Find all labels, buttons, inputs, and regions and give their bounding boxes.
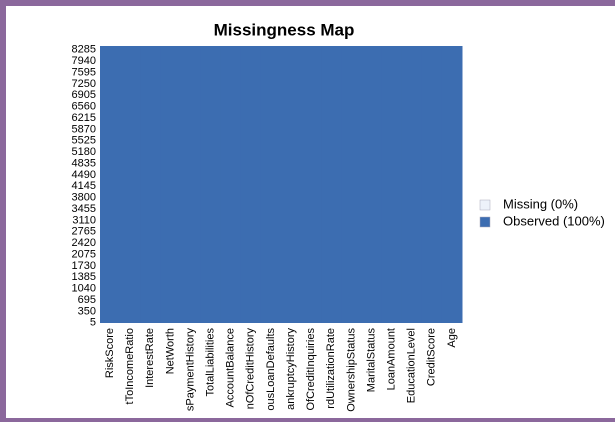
x-tick-label: InterestRate	[144, 328, 156, 388]
legend-label: Observed (100%)	[503, 213, 605, 228]
y-tick-label: 1730	[72, 260, 96, 272]
cell	[200, 46, 222, 323]
legend-label: Missing (0%)	[503, 196, 578, 211]
x-tick-label: RiskScore	[104, 328, 116, 378]
cell	[361, 46, 383, 323]
cell	[140, 46, 161, 323]
x-tick-label: AccountBalance	[225, 328, 237, 408]
y-tick-label: 4490	[72, 169, 96, 181]
x-tick-label: rdUtilizationRate	[325, 328, 337, 409]
x-tick-label: sPaymentHistory	[184, 328, 196, 412]
x-tick-label: OwnershipStatus	[345, 328, 357, 412]
x-tick-label: OfCreditInquiries	[305, 328, 317, 411]
y-tick-label: 6905	[72, 89, 96, 101]
y-tick-label: 2765	[72, 226, 96, 238]
x-tick-label: TotalLiabilities	[205, 328, 217, 397]
y-tick-label: 695	[78, 294, 96, 306]
x-tick-label: Age	[446, 328, 458, 348]
cell	[240, 46, 262, 323]
y-tick-label: 350	[78, 305, 96, 317]
legend-swatch	[479, 216, 491, 228]
y-tick-label: 1385	[72, 271, 96, 283]
cell	[321, 46, 342, 323]
cell	[441, 46, 463, 323]
y-tick-label: 3455	[72, 203, 96, 215]
cell	[381, 46, 403, 323]
y-tick-label: 5525	[72, 135, 96, 147]
cell	[120, 46, 141, 323]
x-tick-label: LoanAmount	[386, 328, 398, 390]
x-tick-label: EducationLevel	[406, 328, 418, 403]
cell	[260, 46, 282, 323]
x-tick-label: ousLoanDefaults	[265, 328, 277, 411]
y-tick-label: 3110	[72, 214, 96, 226]
cell	[100, 46, 121, 323]
cell	[160, 46, 181, 323]
y-tick-label: 4145	[72, 180, 96, 192]
y-tick-label: 5870	[72, 123, 96, 135]
x-tick-label: nOfCreditHistory	[245, 328, 257, 410]
y-tick-label: 4835	[72, 157, 96, 169]
y-tick-label: 7940	[72, 55, 96, 67]
cell	[401, 46, 423, 323]
y-tick-label: 6215	[72, 112, 96, 124]
cell	[220, 46, 242, 323]
plot: Missingness Map 535069510401385173020752…	[72, 20, 605, 411]
y-tick-label: 2075	[72, 248, 96, 260]
chart-title: Missingness Map	[214, 20, 355, 39]
x-tick-label: NetWorth	[164, 328, 176, 374]
y-tick-label: 1040	[72, 283, 96, 295]
x-tick-label: tToIncomeRatio	[124, 328, 136, 404]
y-tick-label: 8285	[72, 44, 96, 56]
cell	[180, 46, 202, 323]
y-tick-label: 5	[90, 317, 96, 329]
cell	[421, 46, 443, 323]
cell	[301, 46, 322, 323]
y-tick-label: 6560	[72, 101, 96, 113]
cell	[281, 46, 302, 323]
x-tick-label: ankruptcyHistory	[285, 328, 297, 410]
y-tick-label: 5180	[72, 146, 96, 158]
x-tick-label: MaritalStatus	[365, 328, 377, 393]
cell	[341, 46, 362, 323]
y-tick-label: 7250	[72, 78, 96, 90]
x-tick-label: CreditScore	[426, 328, 438, 386]
legend-swatch	[479, 199, 491, 211]
y-tick-label: 2420	[72, 237, 96, 249]
y-tick-label: 3800	[72, 192, 96, 204]
y-tick-label: 7595	[72, 66, 96, 78]
